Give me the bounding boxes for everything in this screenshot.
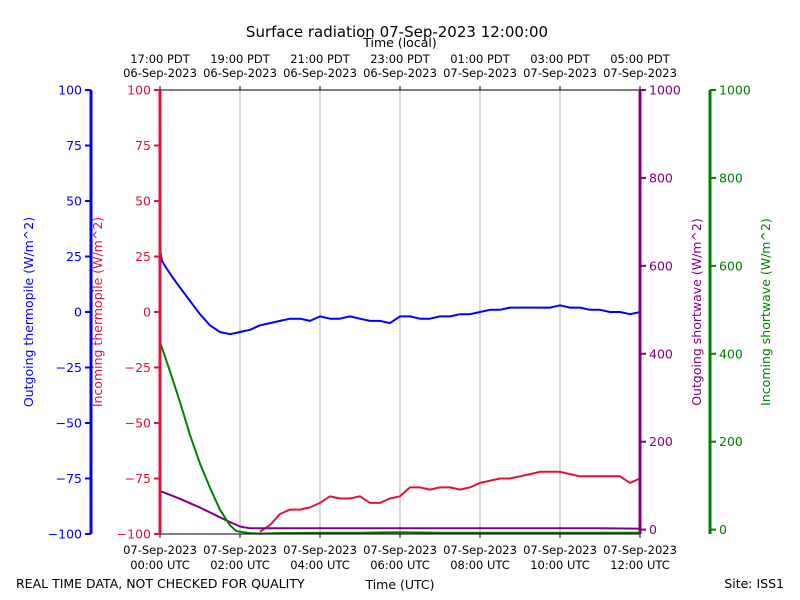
outgoing_thermopile-tick-label: −75 — [56, 471, 82, 486]
bottom-tick-time: 06:00 UTC — [370, 558, 430, 572]
incoming_thermopile-tick-label: 0 — [143, 305, 151, 320]
top-tick-date: 07-Sep-2023 — [443, 66, 517, 80]
outgoing_shortwave-tick-label: 200 — [649, 434, 673, 449]
outgoing_thermopile-series-line — [159, 249, 641, 336]
top-tick-time: 19:00 PDT — [210, 52, 271, 66]
incoming_shortwave-tick-label: 200 — [719, 434, 743, 449]
top-tick-time: 23:00 PDT — [370, 52, 431, 66]
bottom-tick-date: 07-Sep-2023 — [283, 543, 357, 557]
top-tick-date: 06-Sep-2023 — [363, 66, 437, 80]
top-tick-time: 21:00 PDT — [290, 52, 351, 66]
bottom-tick-time: 00:00 UTC — [130, 558, 190, 572]
chart-title: Surface radiation 07-Sep-2023 12:00:00 — [246, 23, 548, 41]
incoming_shortwave-tick-label: 800 — [719, 170, 743, 185]
incoming_thermopile-axis-label: Incoming thermopile (W/m^2) — [90, 217, 105, 407]
vertical-grid — [239, 90, 561, 534]
incoming_thermopile-tick-label: −100 — [117, 527, 151, 542]
bottom-tick-date: 07-Sep-2023 — [123, 543, 197, 557]
incoming_thermopile-tick-label: −25 — [125, 360, 151, 375]
top-tick-date: 07-Sep-2023 — [603, 66, 677, 80]
top-tick-time: 17:00 PDT — [130, 52, 191, 66]
incoming_shortwave-tick-label: 600 — [719, 258, 743, 273]
outgoing_thermopile-tick-label: 25 — [66, 249, 82, 264]
bottom-tick-time: 12:00 UTC — [610, 558, 670, 572]
bottom-tick-date: 07-Sep-2023 — [363, 543, 437, 557]
bottom-tick-date: 07-Sep-2023 — [603, 543, 677, 557]
outgoing_thermopile-tick-label: −25 — [56, 360, 82, 375]
incoming_shortwave-tick-label: 1000 — [719, 83, 751, 98]
bottom-tick-date: 07-Sep-2023 — [443, 543, 517, 557]
bottom-tick-date: 07-Sep-2023 — [523, 543, 597, 557]
incoming_shortwave-axis-label: Incoming shortwave (W/m^2) — [758, 218, 773, 406]
bottom-tick-date: 07-Sep-2023 — [203, 543, 277, 557]
outgoing_shortwave-tick-label: 400 — [649, 346, 673, 361]
footer-site: Site: ISS1 — [724, 576, 784, 591]
outgoing_thermopile-tick-label: −50 — [56, 416, 82, 431]
incoming_thermopile-tick-label: −75 — [125, 471, 151, 486]
incoming_thermopile-tick-label: 50 — [135, 194, 151, 209]
top-tick-date: 06-Sep-2023 — [283, 66, 357, 80]
top-tick-date: 06-Sep-2023 — [203, 66, 277, 80]
bottom-tick-time: 02:00 UTC — [210, 558, 270, 572]
incoming_thermopile-tick-label: 100 — [127, 83, 151, 98]
incoming_shortwave-series-line — [159, 341, 640, 535]
outgoing_thermopile-tick-label: 50 — [66, 194, 82, 209]
incoming_thermopile-tick-label: −50 — [125, 416, 151, 431]
outgoing_thermopile-tick-label: 75 — [66, 138, 82, 153]
top-axis-label: Time (local) — [362, 35, 436, 50]
incoming_thermopile-tick-label: 75 — [135, 138, 151, 153]
top-tick-date: 07-Sep-2023 — [523, 66, 597, 80]
outgoing_shortwave-axis-label: Outgoing shortwave (W/m^2) — [689, 218, 704, 406]
outgoing_shortwave-tick-label: 0 — [649, 522, 657, 537]
incoming_thermopile-tick-label: 25 — [135, 249, 151, 264]
incoming_thermopile-series-line — [259, 470, 641, 533]
incoming_shortwave-tick-label: 400 — [719, 346, 743, 361]
outgoing_thermopile-axis-label: Outgoing thermopile (W/m^2) — [21, 217, 36, 407]
outgoing_shortwave-tick-label: 800 — [649, 170, 673, 185]
bottom-tick-time: 08:00 UTC — [450, 558, 510, 572]
x-axis-label: Time (UTC) — [364, 577, 434, 592]
top-tick-time: 05:00 PDT — [610, 52, 671, 66]
top-tick-date: 06-Sep-2023 — [123, 66, 197, 80]
bottom-tick-time: 10:00 UTC — [530, 558, 590, 572]
bottom-tick-time: 04:00 UTC — [290, 558, 350, 572]
incoming_shortwave-tick-label: 0 — [719, 522, 727, 537]
outgoing_shortwave-tick-label: 600 — [649, 258, 673, 273]
footer-disclaimer: REAL TIME DATA, NOT CHECKED FOR QUALITY — [16, 576, 305, 591]
top-tick-time: 03:00 PDT — [530, 52, 591, 66]
top-tick-time: 01:00 PDT — [450, 52, 511, 66]
outgoing_shortwave-tick-label: 1000 — [649, 83, 681, 98]
outgoing_thermopile-tick-label: −100 — [48, 527, 82, 542]
outgoing_thermopile-tick-label: 0 — [74, 305, 82, 320]
outgoing_shortwave-series-line — [159, 489, 641, 530]
outgoing_thermopile-tick-label: 100 — [58, 83, 82, 98]
series-lines — [159, 249, 641, 535]
